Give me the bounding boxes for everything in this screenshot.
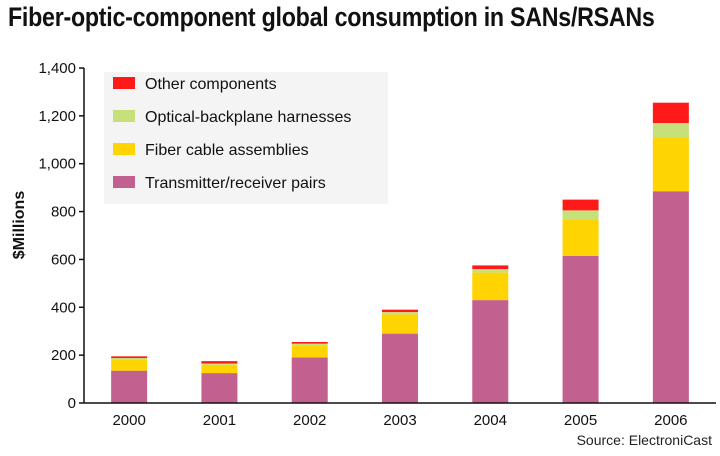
legend-swatch (113, 77, 135, 89)
y-tick-label: 200 (51, 347, 76, 364)
legend-label: Optical-backplane harnesses (145, 109, 351, 126)
bar-segment (291, 357, 328, 403)
y-axis-label: $Millions (11, 191, 28, 260)
legend-swatch (113, 110, 135, 122)
legend-background (104, 72, 388, 204)
bar-segment (652, 123, 689, 138)
bar-segment (562, 255, 599, 403)
bar-segment (291, 345, 328, 358)
legend-label: Transmitter/receiver pairs (145, 175, 326, 192)
bar-segment (201, 373, 238, 403)
bar-segment (472, 269, 509, 273)
legend-swatch (113, 143, 135, 155)
bar-segment (382, 333, 418, 403)
x-tick-label: 2005 (564, 412, 597, 429)
y-tick-label: 400 (51, 299, 76, 316)
bar-segment (472, 272, 509, 301)
bar-segment (111, 370, 148, 403)
bar-segment (472, 265, 509, 269)
y-tick-label: 1,000 (38, 156, 76, 173)
bar-segment (201, 361, 238, 364)
y-tick-label: 1,200 (38, 108, 76, 125)
bar-segment (291, 341, 328, 344)
x-tick-label: 2004 (474, 412, 507, 429)
bar-segment (382, 314, 418, 334)
legend: Other components Optical-backplane harnes… (113, 76, 351, 192)
bar-segment (562, 219, 599, 256)
bar-segment (111, 358, 148, 360)
legend-swatch (113, 176, 135, 188)
bar-segment (111, 359, 148, 371)
chart-title: Fiber-optic-component global consumption… (8, 2, 655, 32)
legend-box (104, 72, 388, 204)
legend-label: Fiber cable assemblies (145, 142, 309, 159)
bar-segment (291, 343, 328, 346)
x-tick-label: 2006 (654, 412, 687, 429)
legend-label: Other components (145, 76, 277, 93)
source-note: Source: ElectroniCast (576, 432, 712, 448)
bar-segment (111, 356, 148, 359)
y-tick-label: 1,400 (38, 60, 76, 77)
x-tick-label: 2001 (203, 412, 236, 429)
y-tick-label: 800 (51, 204, 76, 221)
x-tick-label: 2002 (293, 412, 326, 429)
bar-segment (382, 312, 418, 315)
bar-segment (382, 309, 418, 313)
bar-segment (652, 102, 689, 124)
bar-segment (201, 363, 238, 365)
x-tick-label: 2003 (383, 412, 416, 429)
bar-segment (652, 137, 689, 192)
bar-segment (562, 199, 599, 211)
x-tick-label: 2000 (112, 412, 145, 429)
bars (111, 102, 689, 403)
bar-segment (201, 364, 238, 374)
y-tick-label: 0 (68, 395, 76, 412)
bar-segment (652, 191, 689, 403)
axes: 0 200 400 600 800 1,000 1,200 1,400 2000 2001 2002… (38, 60, 716, 429)
bar-segment (472, 300, 509, 403)
bar-segment (562, 210, 599, 220)
y-tick-label: 600 (51, 251, 76, 268)
